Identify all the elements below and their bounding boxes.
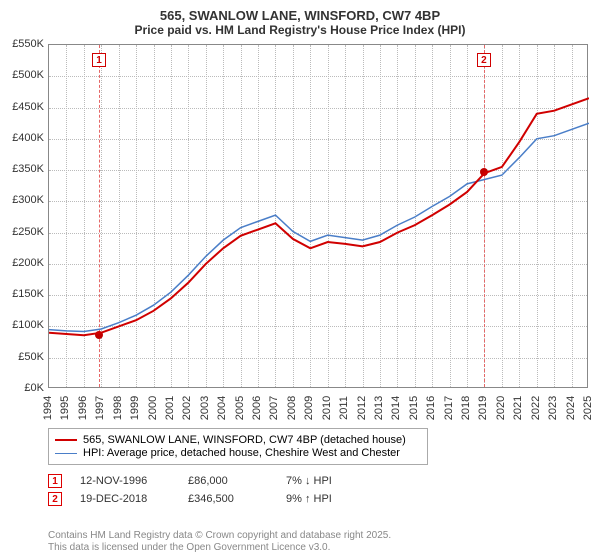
x-axis-tick-label: 2016 (425, 393, 437, 423)
x-axis-tick-label: 2002 (181, 393, 193, 423)
x-axis-tick-label: 2025 (582, 393, 594, 423)
x-axis-tick-label: 2023 (547, 393, 559, 423)
transaction-table: 1 12-NOV-1996 £86,000 7% ↓ HPI 2 19-DEC-2018 £… (48, 470, 376, 510)
x-axis-tick-label: 1994 (42, 393, 54, 423)
legend-swatch (55, 439, 77, 441)
y-axis-tick-label: £250K (4, 226, 44, 238)
series-line (49, 123, 589, 331)
x-axis-tick-label: 1997 (94, 393, 106, 423)
y-axis-tick-label: £300K (4, 194, 44, 206)
x-axis-tick-label: 2001 (164, 393, 176, 423)
x-axis-tick-label: 2003 (199, 393, 211, 423)
transaction-date: 19-DEC-2018 (80, 493, 170, 505)
y-axis-tick-label: £550K (4, 38, 44, 50)
chart-plot-area: 12 (48, 44, 588, 388)
legend-box: 565, SWANLOW LANE, WINSFORD, CW7 4BP (de… (48, 428, 428, 465)
transaction-price: £346,500 (188, 493, 268, 505)
x-axis-tick-label: 2009 (303, 393, 315, 423)
x-axis-tick-label: 1996 (77, 393, 89, 423)
y-axis-tick-label: £0K (4, 382, 44, 394)
x-axis-tick-label: 2013 (373, 393, 385, 423)
x-axis-tick-label: 1998 (112, 393, 124, 423)
transaction-price: £86,000 (188, 475, 268, 487)
x-axis-tick-label: 2019 (477, 393, 489, 423)
footer-line-1: Contains HM Land Registry data © Crown c… (48, 530, 391, 542)
transaction-row-marker: 1 (48, 474, 62, 488)
x-axis-tick-label: 2000 (147, 393, 159, 423)
legend-label: 565, SWANLOW LANE, WINSFORD, CW7 4BP (de… (83, 434, 406, 446)
x-axis-tick-label: 2018 (460, 393, 472, 423)
transaction-row-marker: 2 (48, 492, 62, 506)
x-axis-tick-label: 2015 (408, 393, 420, 423)
x-axis-tick-label: 2008 (286, 393, 298, 423)
x-axis-tick-label: 2022 (530, 393, 542, 423)
transaction-hpi-delta: 7% ↓ HPI (286, 475, 376, 487)
x-axis-tick-label: 2020 (495, 393, 507, 423)
x-axis-tick-label: 1995 (59, 393, 71, 423)
transaction-row: 1 12-NOV-1996 £86,000 7% ↓ HPI (48, 474, 376, 488)
x-axis-tick-label: 2021 (512, 393, 524, 423)
y-axis-tick-label: £500K (4, 69, 44, 81)
chart-lines-svg (49, 45, 589, 389)
x-axis-tick-label: 2011 (338, 393, 350, 423)
y-axis-tick-label: £100K (4, 319, 44, 331)
x-axis-tick-label: 2005 (234, 393, 246, 423)
transaction-hpi-delta: 9% ↑ HPI (286, 493, 376, 505)
transaction-row: 2 19-DEC-2018 £346,500 9% ↑ HPI (48, 492, 376, 506)
x-axis-tick-label: 1999 (129, 393, 141, 423)
x-axis-tick-label: 2017 (443, 393, 455, 423)
y-axis-tick-label: £400K (4, 132, 44, 144)
footer-line-2: This data is licensed under the Open Gov… (48, 542, 391, 554)
x-axis-tick-label: 2007 (268, 393, 280, 423)
x-axis-tick-label: 2024 (565, 393, 577, 423)
series-line (49, 98, 589, 335)
chart-title-block: 565, SWANLOW LANE, WINSFORD, CW7 4BP Pri… (0, 0, 600, 41)
y-axis-tick-label: £450K (4, 101, 44, 113)
legend-label: HPI: Average price, detached house, Ches… (83, 447, 400, 459)
legend-item: 565, SWANLOW LANE, WINSFORD, CW7 4BP (de… (55, 434, 421, 446)
x-axis-tick-label: 2006 (251, 393, 263, 423)
y-axis-tick-label: £200K (4, 257, 44, 269)
x-axis-tick-label: 2012 (356, 393, 368, 423)
footer-attribution: Contains HM Land Registry data © Crown c… (48, 530, 391, 554)
x-axis-tick-label: 2010 (321, 393, 333, 423)
x-axis-tick-label: 2014 (390, 393, 402, 423)
title-line-2: Price paid vs. HM Land Registry's House … (0, 23, 600, 37)
y-axis-tick-label: £350K (4, 163, 44, 175)
legend-swatch (55, 453, 77, 454)
y-axis-tick-label: £50K (4, 351, 44, 363)
y-axis-tick-label: £150K (4, 288, 44, 300)
legend-item: HPI: Average price, detached house, Ches… (55, 447, 421, 459)
transaction-date: 12-NOV-1996 (80, 475, 170, 487)
title-line-1: 565, SWANLOW LANE, WINSFORD, CW7 4BP (0, 8, 600, 23)
x-axis-tick-label: 2004 (216, 393, 228, 423)
